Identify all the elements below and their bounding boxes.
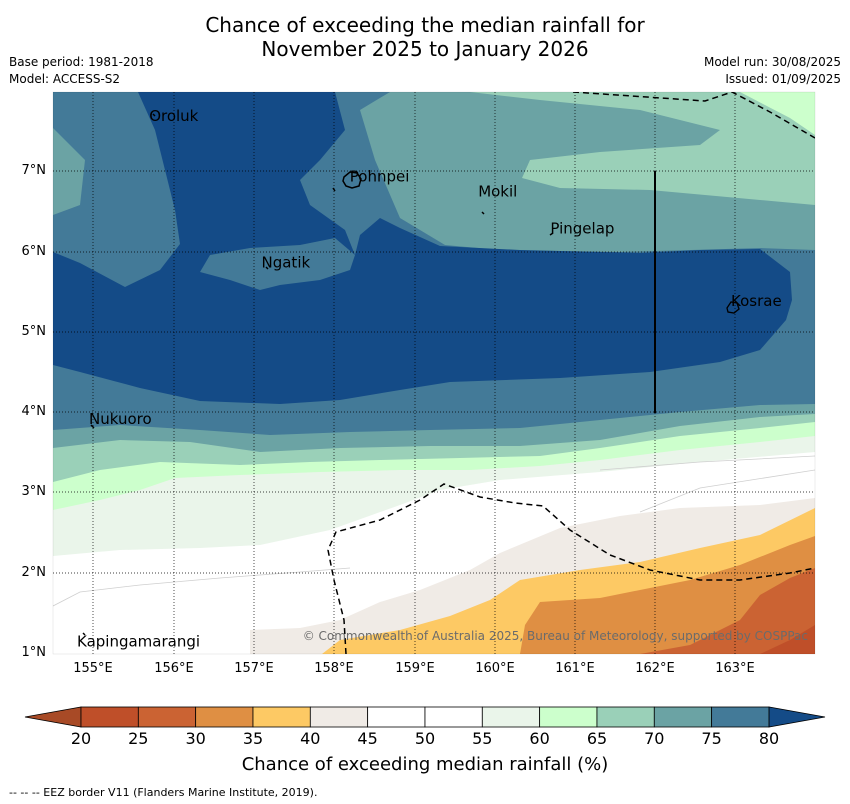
run-issue-info: Model run: 30/08/2025 Issued: 01/09/2025 — [704, 54, 841, 88]
colorbar-extend-low — [24, 706, 82, 728]
colorbar-tick-label: 40 — [300, 729, 321, 748]
x-tick-label: 160°E — [475, 661, 515, 676]
y-tick-label: 4°N — [21, 404, 47, 419]
colorbar-box-75-80 — [711, 706, 770, 728]
band-20-25 — [760, 625, 815, 654]
x-tick-label: 161°E — [555, 661, 595, 676]
place-label-pingelap: Pingelap — [550, 220, 614, 238]
place-label-ngatik: Ngatik — [262, 253, 311, 271]
band-60-65-north — [740, 92, 815, 135]
model-text: Model: ACCESS-S2 — [9, 72, 121, 86]
colorbar-tick-label: 80 — [758, 729, 780, 748]
colorbar-box-55-60 — [481, 706, 541, 728]
colorbar-box-45-50 — [367, 706, 426, 728]
place-label-oroluk: Oroluk — [149, 107, 198, 125]
x-tick-label: 163°E — [715, 661, 755, 676]
band-75-80-ngatik — [200, 238, 355, 290]
colorbar-tick-label: 65 — [586, 729, 608, 748]
rainfall-probability-field: Oroluk Pohnpei Mokil Pingelap Ngatik Kosrae Nu… — [53, 92, 815, 654]
x-tick-label: 162°E — [635, 661, 675, 676]
place-label-kosrae: Kosrae — [731, 292, 782, 310]
y-tick-label: 2°N — [21, 565, 47, 580]
colorbar-tick-label: 25 — [128, 729, 149, 748]
colorbar-tick-label: 30 — [185, 729, 206, 748]
colorbar-box-70-75 — [653, 706, 713, 728]
eez-footnote: -- -- -- EEZ border V11 (Flanders Marine… — [9, 786, 318, 799]
y-tick-label: 6°N — [21, 244, 47, 259]
place-label-kapingamarangi: Kapingamarangi — [77, 632, 200, 650]
y-tick-label: 7°N — [21, 163, 47, 178]
colorbar-box-35-40 — [252, 706, 311, 728]
colorbar-tick-label: 50 — [414, 729, 436, 748]
colorbar-tick-label: 60 — [529, 729, 550, 748]
colorbar-tick-label: 75 — [701, 729, 722, 748]
place-label-nukuoro: Nukuoro — [89, 410, 152, 428]
issued-text: Issued: 01/09/2025 — [725, 72, 841, 86]
y-tick-label: 1°N — [21, 645, 47, 660]
map-title: Chance of exceeding the median rainfall … — [0, 13, 850, 61]
pohnpei-islet-icon — [332, 187, 336, 192]
colorbar-box-50-55 — [424, 706, 483, 728]
x-tick-label: 156°E — [154, 661, 194, 676]
colorbar-tick-label: 55 — [472, 729, 493, 748]
place-labels: Oroluk Pohnpei Mokil Pingelap Ngatik Kosrae Nu… — [77, 107, 782, 650]
colorbar-box-20-25 — [80, 706, 139, 728]
colorbar-tick-label: 35 — [242, 729, 264, 748]
base-period-text: Base period: 1981-2018 — [9, 55, 154, 69]
band-70-75-west — [53, 128, 85, 215]
copyright-text: © Commonwealth of Australia 2025, Bureau… — [303, 629, 808, 643]
contour-lines — [53, 455, 815, 607]
x-tick-label: 158°E — [314, 661, 354, 676]
title-line-2: November 2025 to January 2026 — [261, 37, 589, 61]
base-model-info: Base period: 1981-2018 Model: ACCESS-S2 — [9, 54, 154, 88]
y-tick-label: 5°N — [21, 324, 47, 339]
x-tick-label: 159°E — [395, 661, 435, 676]
colorbar-extend-high — [768, 706, 826, 728]
band-25-30 — [640, 568, 815, 654]
colorbar-tick-label: 70 — [644, 729, 665, 748]
colorbar-tick-label: 20 — [70, 729, 92, 748]
band-above-80 — [53, 92, 792, 404]
kosrae-island-icon — [726, 301, 740, 314]
map-frame — [52, 91, 816, 655]
colorbar-box-65-70 — [596, 706, 655, 728]
y-tick-label: 3°N — [21, 484, 47, 499]
colorbar — [24, 706, 826, 728]
place-label-mokil: Mokil — [478, 183, 517, 201]
band-65-70-north — [470, 92, 815, 205]
colorbar-tick-label: 45 — [357, 729, 378, 748]
colorbar-box-60-65 — [539, 706, 598, 728]
model-run-text: Model run: 30/08/2025 — [703, 55, 841, 69]
colorbar-title: Chance of exceeding median rainfall (%) — [241, 754, 609, 775]
colorbar-box-30-35 — [195, 706, 254, 728]
eez-borders — [327, 92, 815, 654]
colorbar-box-25-30 — [137, 706, 197, 728]
x-tick-label: 157°E — [234, 661, 274, 676]
colorbar-box-40-45 — [309, 706, 369, 728]
place-label-pohnpei: Pohnpei — [350, 167, 410, 185]
x-tick-label: 155°E — [73, 661, 113, 676]
pohnpei-island-icon — [342, 171, 362, 189]
atoll-marks — [82, 113, 554, 636]
title-line-1: Chance of exceeding the median rainfall … — [205, 13, 645, 37]
